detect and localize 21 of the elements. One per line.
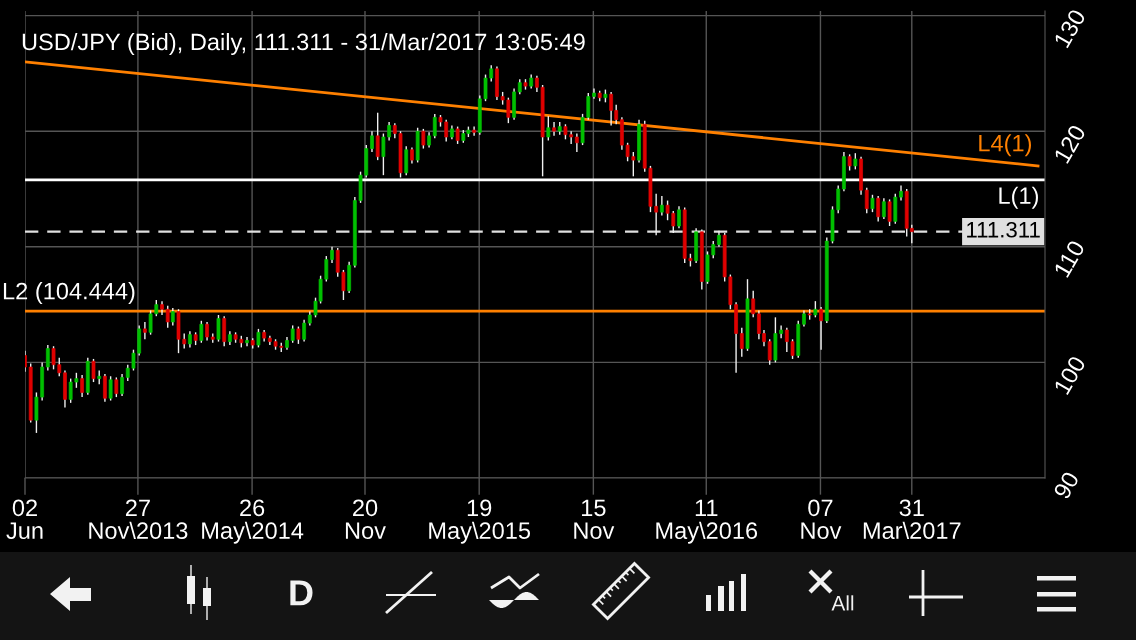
ref-line-label: L(1) <box>999 186 1038 209</box>
y-tick-label: 120 <box>1053 123 1087 164</box>
text: USD/JPY (Bid), Daily, 111.311 - 31/Mar/2017 13:05:49 <box>22 33 585 55</box>
y-tick-label: 110 <box>1053 239 1086 278</box>
series-label: L4(1) <box>979 134 1032 157</box>
x-tick-label: 11 May\2016 <box>656 499 758 544</box>
y-tick-label: 90 <box>1053 470 1080 500</box>
x-tick-label: 27 Nov\2013 <box>89 499 188 540</box>
x-tick-label: 15 Nov <box>574 499 615 540</box>
text: D <box>290 580 313 606</box>
ref-line-label: L2 (104.444) <box>3 282 135 305</box>
x-tick-label: 19 May\2015 <box>429 499 531 544</box>
x-tick-label: 31 Mar\2017 <box>863 499 961 540</box>
x-tick-label: 07 Nov <box>801 499 842 540</box>
x-tick-label: 20 Nov <box>345 499 386 540</box>
y-tick-label: 130 <box>1053 8 1087 49</box>
y-tick-label: 100 <box>1053 354 1087 396</box>
ref-line-label: 111.311 <box>967 221 1040 238</box>
text: All <box>831 595 854 611</box>
x-tick-label: 02 Jun <box>6 499 43 540</box>
x-tick-label: 26 May\2014 <box>202 499 304 544</box>
